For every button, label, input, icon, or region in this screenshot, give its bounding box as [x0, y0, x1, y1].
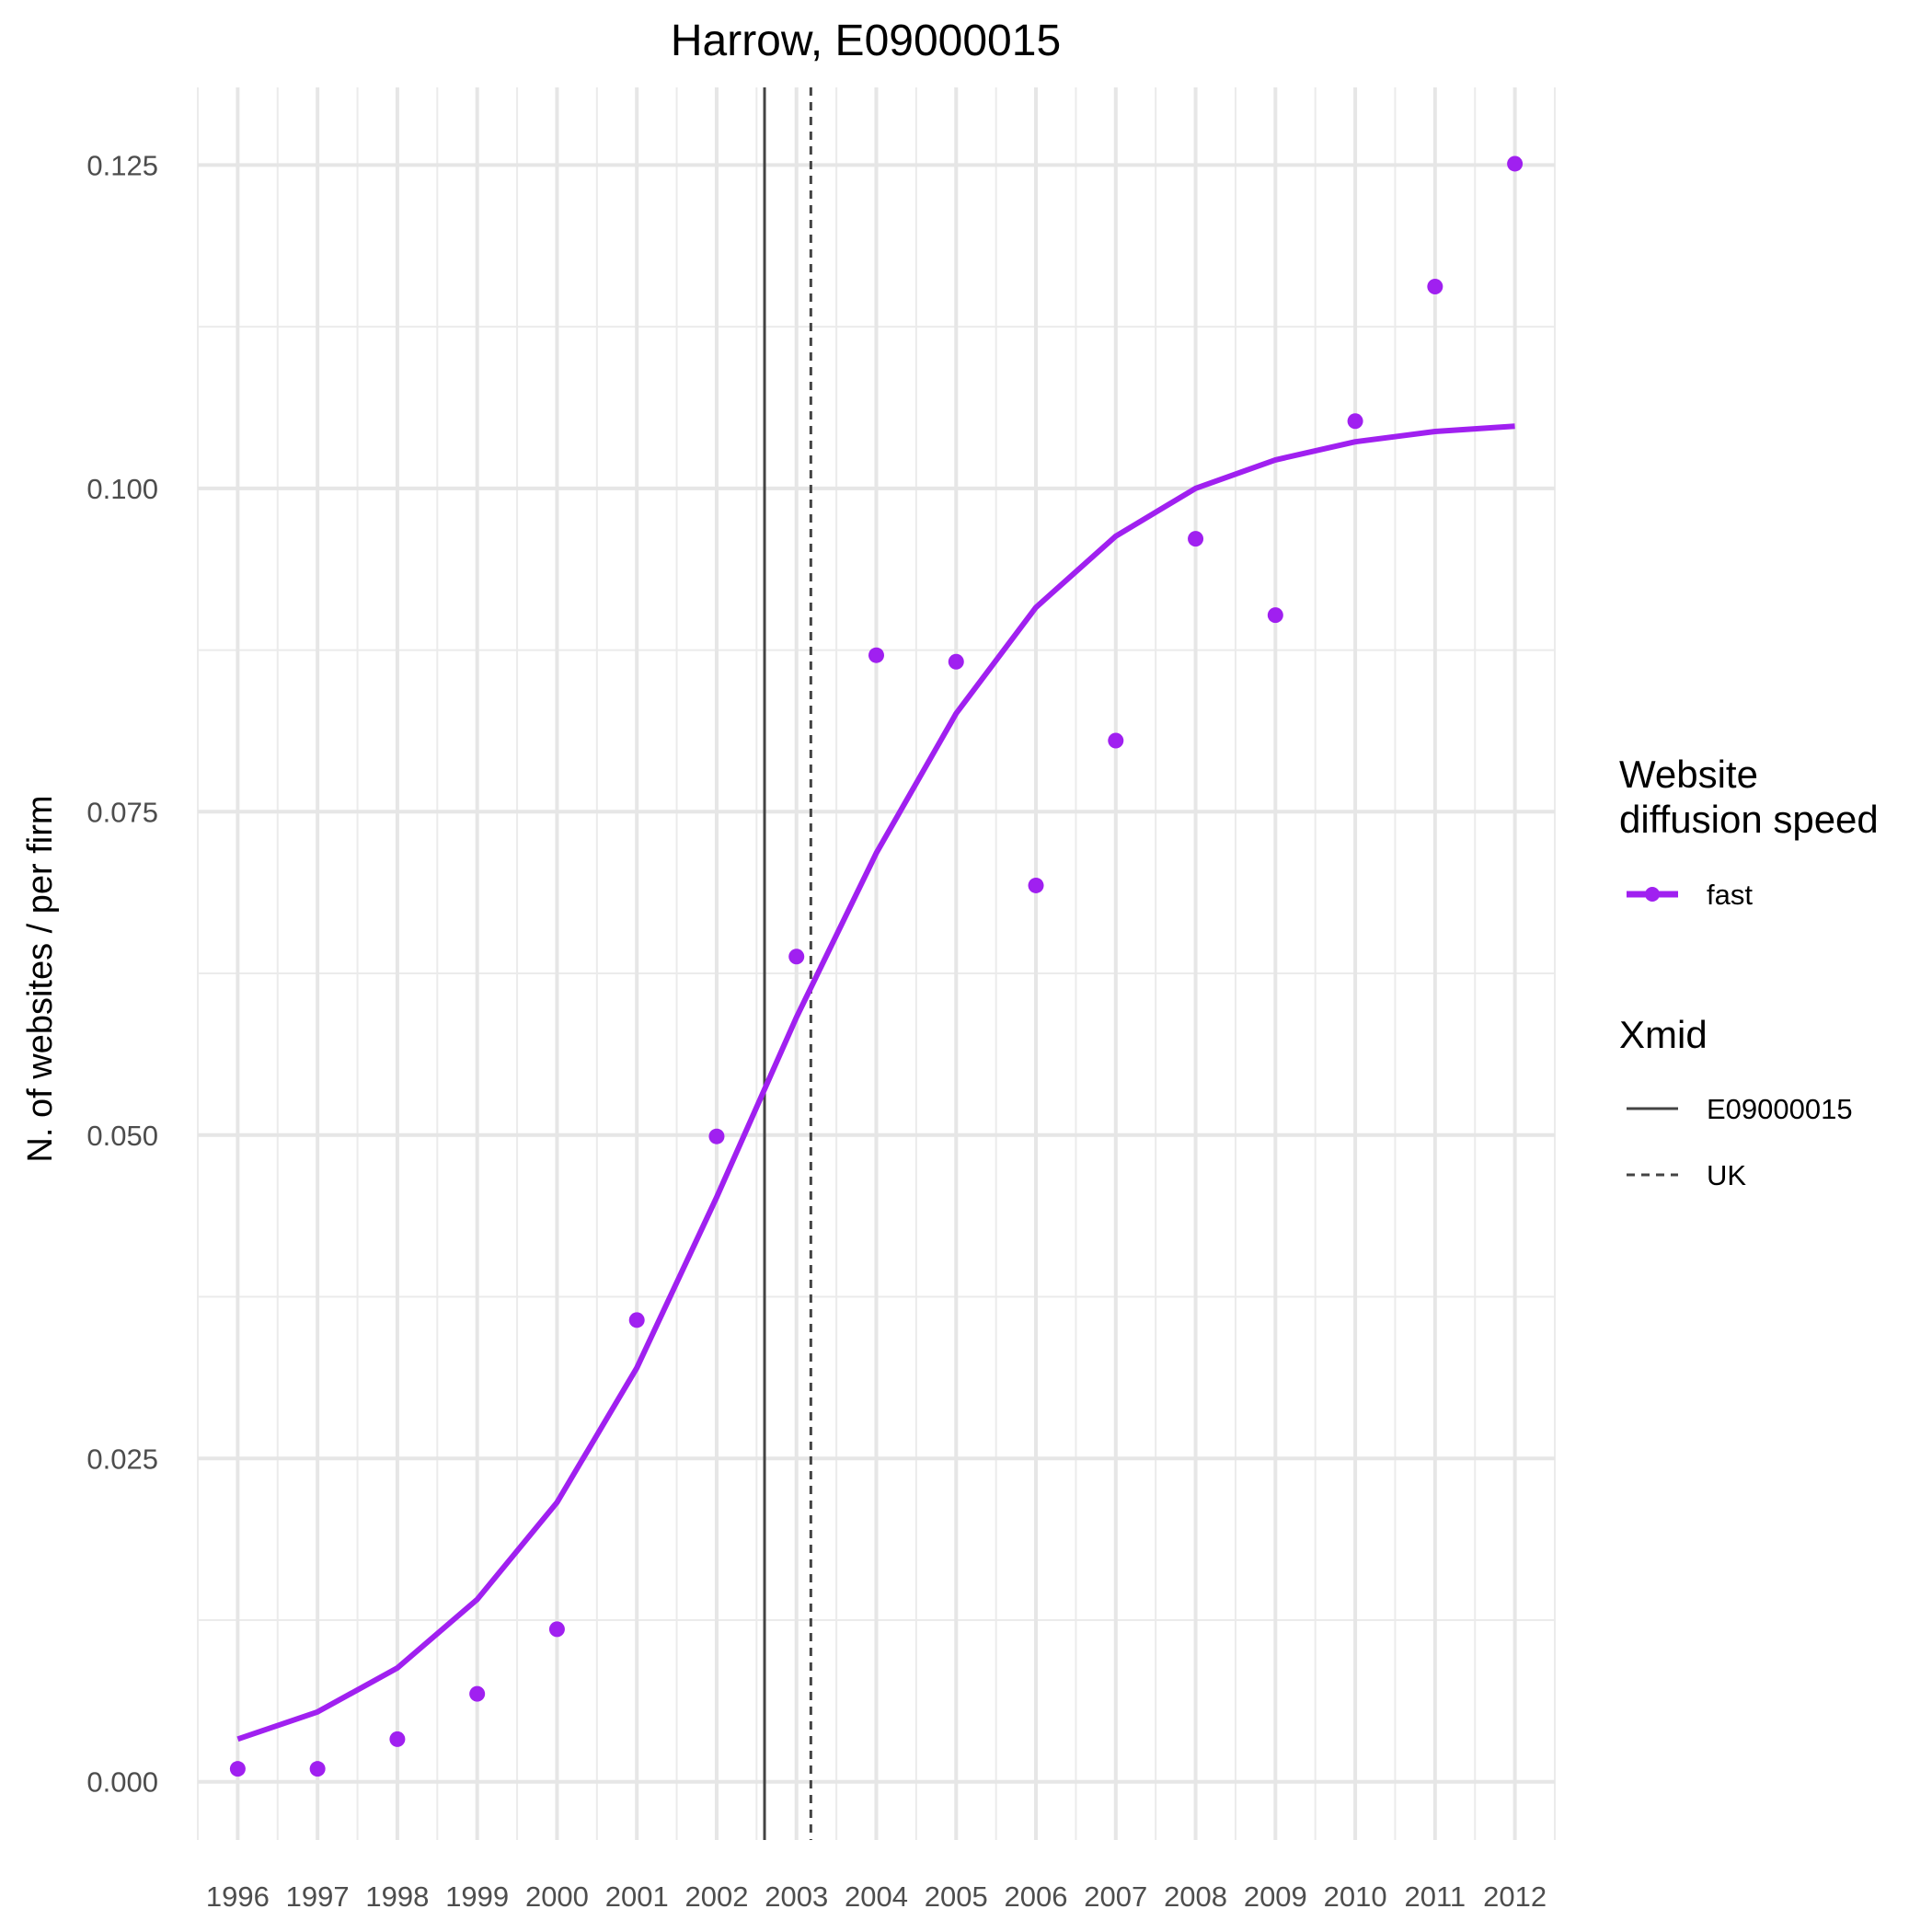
x-tick-label: 2002 — [684, 1880, 748, 1913]
points-group — [229, 155, 1524, 1777]
data-point — [309, 1761, 326, 1777]
x-tick-label: 2005 — [925, 1880, 988, 1913]
data-point — [1108, 732, 1124, 749]
y-tick-label: 0.075 — [86, 796, 158, 828]
y-axis-label: N. of websites / per firm — [21, 795, 60, 1162]
data-point — [389, 1731, 406, 1747]
reference-lines — [763, 87, 812, 1840]
y-tick-labels: 0.000 0.025 0.050 0.075 0.100 0.125 — [86, 149, 158, 1798]
x-tick-label: 2007 — [1084, 1880, 1147, 1913]
x-tick-label: 2006 — [1005, 1880, 1068, 1913]
data-point — [948, 653, 964, 670]
legend-item-uk: UK — [1707, 1159, 1746, 1191]
data-point — [1028, 877, 1044, 893]
x-tick-label: 2004 — [845, 1880, 908, 1913]
data-point — [708, 1128, 725, 1144]
x-tick-label: 1996 — [206, 1880, 270, 1913]
data-point — [1267, 607, 1283, 624]
grid-major — [198, 87, 1555, 1840]
x-tick-label: 2003 — [765, 1880, 828, 1913]
x-tick-label: 2012 — [1483, 1880, 1547, 1913]
x-tick-label: 2001 — [605, 1880, 669, 1913]
fit-line-fast — [236, 423, 1515, 1742]
x-tick-label: 1997 — [286, 1880, 350, 1913]
chart-title: Harrow, E09000015 — [671, 17, 1061, 65]
legend-fast-point-key — [1645, 887, 1660, 902]
legend-speed-title-line2: diffusion speed — [1619, 798, 1879, 841]
data-point — [1427, 279, 1443, 295]
y-tick-label: 0.050 — [86, 1120, 158, 1152]
data-point — [788, 949, 805, 965]
y-tick-label: 0.025 — [86, 1443, 158, 1475]
legend: Website diffusion speed fast Xmid E09000… — [1619, 753, 1879, 1191]
data-point — [1507, 155, 1524, 172]
legend-item-fast: fast — [1707, 879, 1753, 911]
grid-minor — [197, 87, 1556, 1840]
x-tick-label: 1999 — [445, 1880, 509, 1913]
legend-speed-title-line1: Website — [1619, 753, 1758, 796]
fit-line-group — [236, 423, 1515, 1742]
x-tick-label: 2000 — [525, 1880, 589, 1913]
x-tick-label: 2010 — [1324, 1880, 1387, 1913]
x-tick-labels: 1996 1997 1998 1999 2000 2001 2002 2003 2004 2005… — [206, 1880, 1547, 1913]
legend-item-e09000015: E09000015 — [1707, 1093, 1853, 1125]
data-point — [229, 1761, 246, 1777]
x-tick-label: 1998 — [365, 1880, 429, 1913]
x-tick-label: 2009 — [1244, 1880, 1307, 1913]
x-tick-label: 2008 — [1164, 1880, 1227, 1913]
data-point — [1347, 413, 1363, 430]
data-point — [1188, 531, 1204, 547]
data-point — [628, 1312, 645, 1328]
y-tick-label: 0.000 — [86, 1766, 158, 1799]
data-point — [868, 647, 884, 663]
x-tick-label: 2011 — [1405, 1880, 1466, 1913]
y-tick-label: 0.100 — [86, 473, 158, 505]
data-point — [469, 1685, 486, 1702]
legend-xmid-title: Xmid — [1619, 1013, 1708, 1056]
y-tick-label: 0.125 — [86, 149, 158, 181]
data-point — [548, 1621, 565, 1638]
